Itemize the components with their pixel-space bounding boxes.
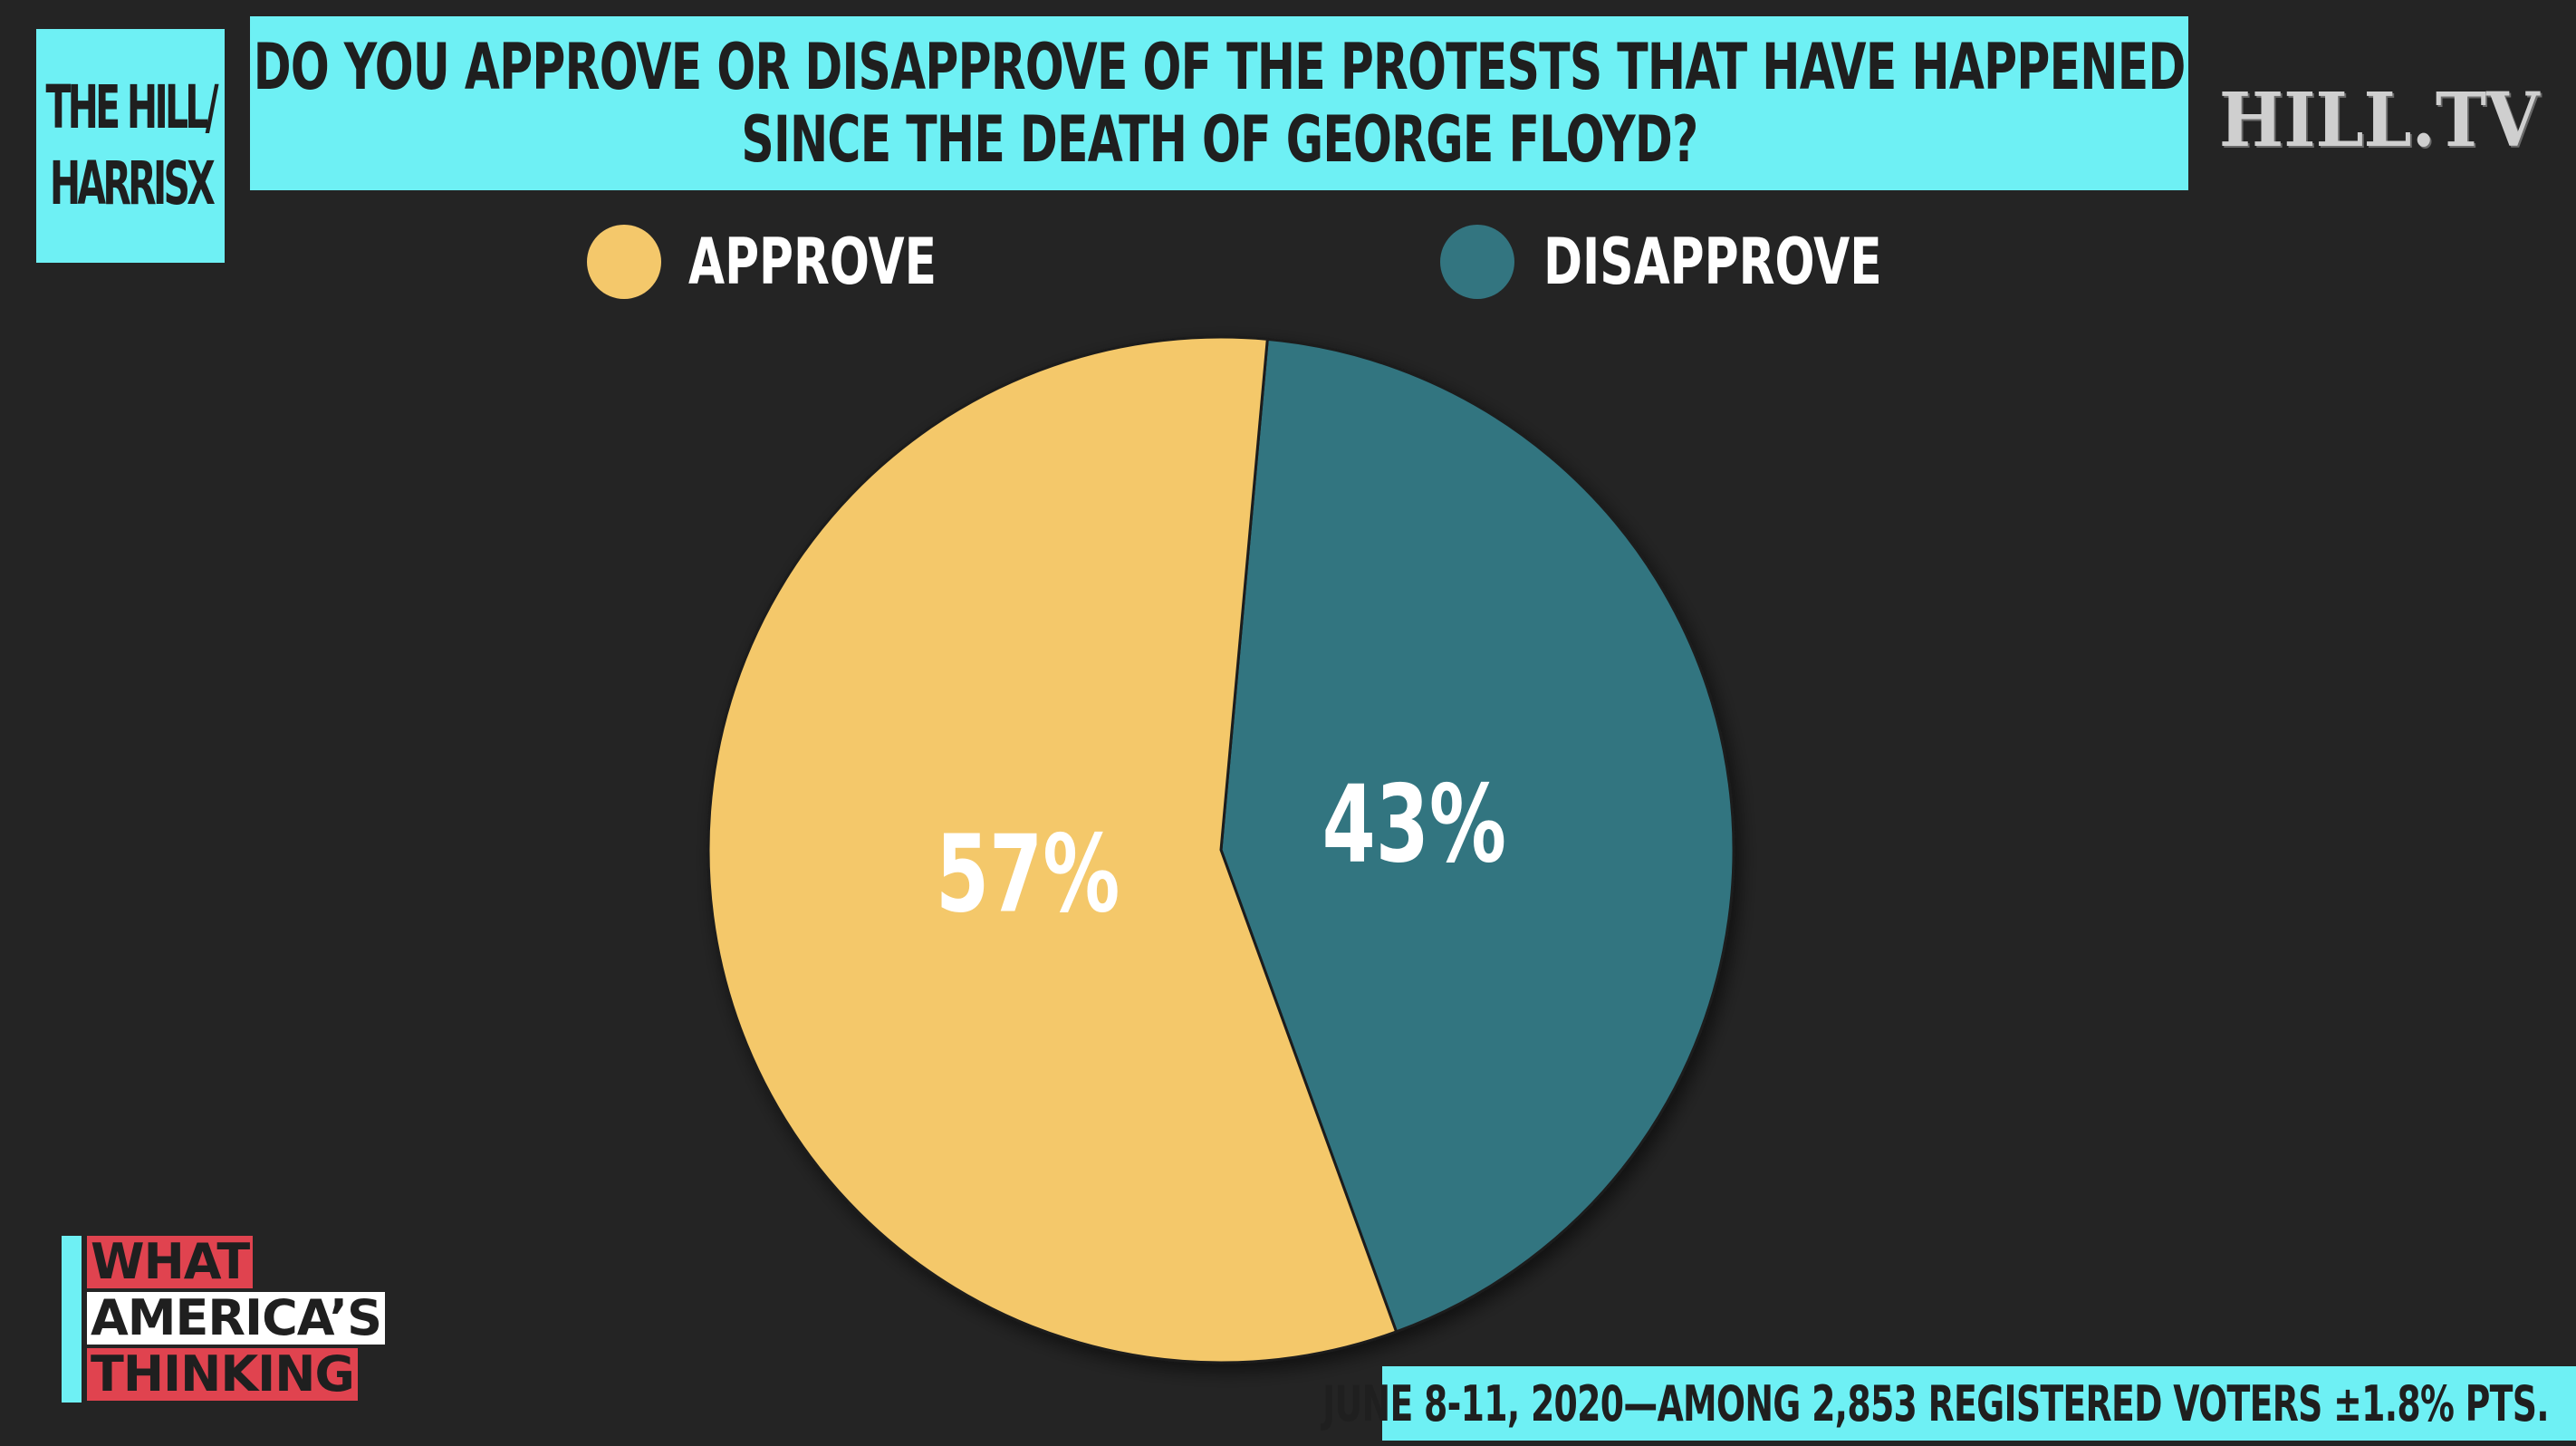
pie-slice-disapprove [1219,337,1735,1334]
logo-line-3: THINKING [87,1348,358,1401]
pie-slice-approve [706,335,1399,1364]
legend-swatch-approve [587,225,661,299]
logo-line-1: WHAT [87,1236,254,1288]
footnote-text: JUNE 8-11, 2020—AMONG 2,853 REGISTERED V… [1322,1374,2549,1432]
title-line-1: DO YOU APPROVE OR DISAPPROVE OF THE PROT… [253,30,2187,104]
title-line-2: SINCE THE DEATH OF GEORGE FLOYD? [740,102,1698,177]
legend-label-disapprove: DISAPPROVE [1543,225,1882,299]
what-americas-thinking-logo: WHAT AMERICA’S THINKING [62,1232,406,1404]
source-badge: THE HILL/ HARRISX [36,29,225,263]
pie-label-approve: 57% [936,814,1120,938]
survey-footnote: JUNE 8-11, 2020—AMONG 2,853 REGISTERED V… [1322,1366,2576,1441]
legend-swatch-disapprove [1440,225,1514,299]
logo-accent-bar [62,1236,82,1403]
logo-line-2: AMERICA’S [87,1292,385,1345]
brand-logo: HILL.TV [2218,77,2540,164]
pie-label-disapprove: 43% [1322,763,1506,887]
legend-label-approve: APPROVE [688,225,937,299]
source-line-1: THE HILL/ [45,72,218,142]
source-line-2: HARRISX [49,149,215,218]
chart-title: DO YOU APPROVE OR DISAPPROVE OF THE PROT… [250,16,2188,190]
